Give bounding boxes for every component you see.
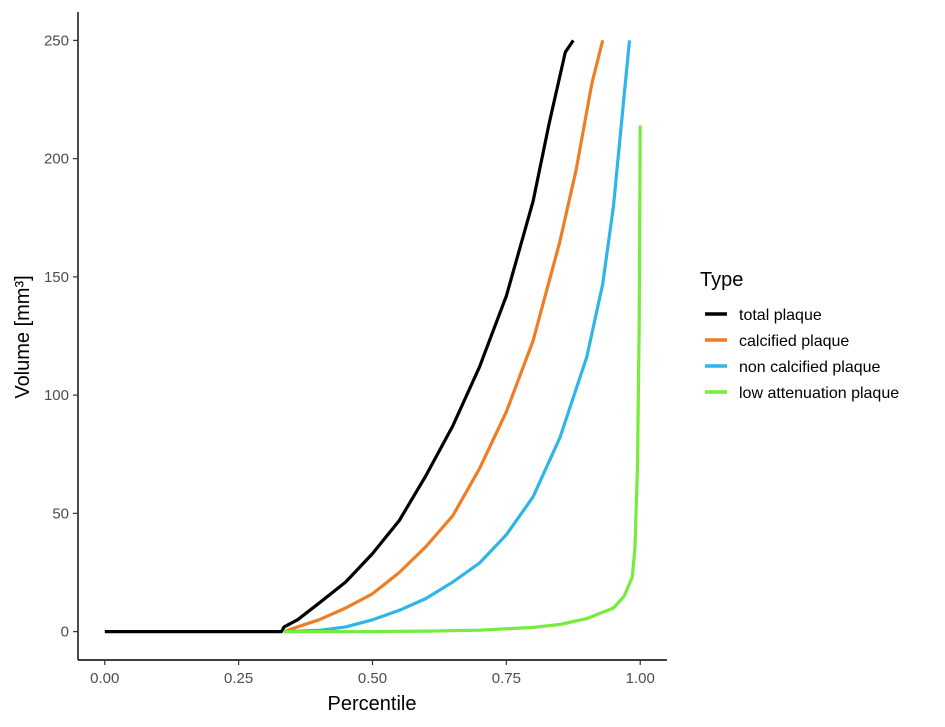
x-axis-title: Percentile [328, 693, 417, 715]
x-tick-label: 0.00 [90, 670, 119, 687]
y-tick-label: 250 [44, 32, 69, 49]
x-tick-label: 1.00 [626, 670, 655, 687]
y-axis-title: Volume [mm³] [12, 275, 34, 398]
legend-label-3: low attenuation plaque [739, 385, 899, 402]
x-ticks: 0.00 0.25 0.50 0.75 1.00 [90, 660, 655, 687]
series-line-0 [104, 39, 575, 634]
series-line-1 [283, 40, 605, 634]
y-ticks: 0 50 100 150 200 250 [44, 32, 78, 641]
x-tick-label: 0.25 [224, 670, 253, 687]
y-tick-label: 0 [61, 624, 69, 641]
x-tick-label: 0.50 [358, 670, 387, 687]
series-line-2 [284, 40, 632, 634]
legend-label-1: calcified plaque [739, 333, 849, 350]
y-tick-label: 50 [52, 505, 69, 522]
y-tick-label: 150 [44, 269, 69, 286]
y-tick-label: 100 [44, 387, 69, 404]
series-line-3 [284, 125, 642, 634]
x-tick-label: 0.75 [492, 670, 521, 687]
legend-label-2: non calcified plaque [739, 359, 881, 376]
legend-title: Type [700, 269, 743, 291]
legend: Type total plaque calcified plaque non cal… [700, 269, 899, 402]
series-layer [104, 39, 642, 634]
legend-label-0: total plaque [739, 307, 822, 324]
y-tick-label: 200 [44, 151, 69, 168]
